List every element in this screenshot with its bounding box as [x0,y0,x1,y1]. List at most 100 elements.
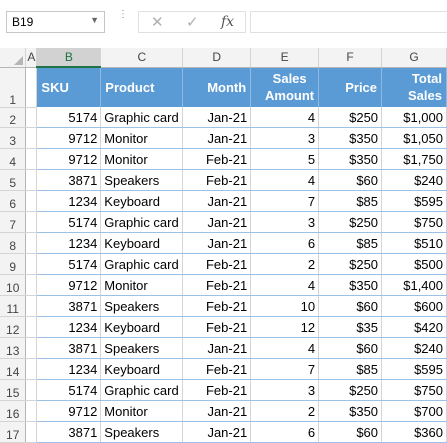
cell[interactable] [25,274,38,296]
cell-product[interactable]: Graphic card [100,253,184,275]
cell-month[interactable]: Feb-21 [182,253,252,275]
cell-total-sales[interactable]: $360 [381,421,447,443]
cell-month[interactable]: Feb-21 [182,148,252,170]
cell-price[interactable]: $60 [318,295,383,317]
cell-product[interactable]: Monitor [100,400,184,422]
column-header-g[interactable]: G [381,48,447,68]
row-header[interactable]: 16 [0,400,27,422]
cell-price[interactable]: $250 [318,211,383,233]
cell-total-sales[interactable]: $420 [381,316,447,338]
cell[interactable] [25,337,38,359]
cell-sku[interactable]: 5174 [36,211,102,233]
row-header[interactable]: 15 [0,379,27,401]
row-header[interactable]: 10 [0,274,27,296]
cell[interactable] [25,169,38,191]
cell-month[interactable]: Jan-21 [182,400,252,422]
cell-month[interactable]: Feb-21 [182,169,252,191]
cell-product[interactable]: Speakers [100,421,184,443]
cell-sku[interactable]: 9712 [36,127,102,149]
cell-price[interactable]: $60 [318,169,383,191]
name-box[interactable]: B19 ▼ [6,11,105,33]
cell[interactable] [25,190,38,212]
cell-product[interactable]: Graphic card [100,379,184,401]
cell-price[interactable]: $60 [318,337,383,359]
cell-sku[interactable]: 9712 [36,274,102,296]
cell-price[interactable]: $350 [318,400,383,422]
cell-month[interactable]: Jan-21 [182,107,252,128]
cell-total-sales[interactable]: $595 [381,358,447,380]
cell-price[interactable]: $85 [318,232,383,254]
cell-price[interactable]: $85 [318,190,383,212]
cell-sku[interactable]: 5174 [36,253,102,275]
insert-function-icon[interactable]: fx [221,14,235,30]
cell-sku[interactable]: 5174 [36,379,102,401]
cell-total-sales[interactable]: $750 [381,379,447,401]
cell-product[interactable]: Speakers [100,169,184,191]
cell-product[interactable]: Graphic card [100,107,184,128]
cell-product[interactable]: Keyboard [100,190,184,212]
cell-sku[interactable]: 1234 [36,316,102,338]
cell-sku[interactable]: 3871 [36,295,102,317]
cell-sales-amount[interactable]: 2 [250,400,320,422]
cell-month[interactable]: Jan-21 [182,337,252,359]
cell-total-sales[interactable]: $595 [381,190,447,212]
row-header[interactable]: 1 [0,67,27,108]
cell-month[interactable]: Jan-21 [182,211,252,233]
cell-month[interactable]: Feb-21 [182,274,252,296]
row-header[interactable]: 4 [0,148,27,170]
cell-sku[interactable]: 3871 [36,337,102,359]
cell-price[interactable]: $85 [318,358,383,380]
cell-total-sales[interactable]: $1,050 [381,127,447,149]
cell-month[interactable]: Feb-21 [182,379,252,401]
cell-product[interactable]: Keyboard [100,232,184,254]
row-header[interactable]: 9 [0,253,27,275]
cell-sku[interactable]: 5174 [36,107,102,128]
cell-price[interactable]: $250 [318,253,383,275]
cell-price[interactable]: $350 [318,274,383,296]
cell[interactable] [25,253,38,275]
check-icon[interactable]: ✓ [186,14,199,31]
column-header-d[interactable]: D [182,48,252,68]
cell-total-sales[interactable]: $700 [381,400,447,422]
row-header[interactable]: 7 [0,211,27,233]
row-header[interactable]: 12 [0,316,27,338]
cell-sku[interactable]: 1234 [36,190,102,212]
cell-sku[interactable]: 1234 [36,358,102,380]
row-header[interactable]: 11 [0,295,27,317]
cell[interactable] [25,316,38,338]
cell[interactable] [25,127,38,149]
cell-sales-amount[interactable]: 7 [250,358,320,380]
cell-sales-amount[interactable]: 4 [250,107,320,128]
cell-month[interactable]: Feb-21 [182,316,252,338]
cell-sales-amount[interactable]: 3 [250,379,320,401]
cell-month[interactable]: Jan-21 [182,232,252,254]
cell[interactable] [25,379,38,401]
header-sku[interactable]: SKU [36,67,102,107]
cell-price[interactable]: $60 [318,421,383,443]
cell-total-sales[interactable]: $1,400 [381,274,447,296]
row-header[interactable]: 2 [0,107,27,128]
cell-total-sales[interactable]: $240 [381,169,447,191]
cell-sales-amount[interactable]: 12 [250,316,320,338]
cell-sales-amount[interactable]: 6 [250,232,320,254]
cell-total-sales[interactable]: $1,000 [381,107,447,128]
cell-price[interactable]: $350 [318,127,383,149]
cell[interactable] [25,148,38,170]
cell-sales-amount[interactable]: 10 [250,295,320,317]
cell-price[interactable]: $35 [318,316,383,338]
cell-price[interactable]: $250 [318,107,383,128]
cell-product[interactable]: Monitor [100,127,184,149]
cell[interactable] [25,211,38,233]
row-header[interactable]: 17 [0,421,27,443]
cell-sales-amount[interactable]: 3 [250,127,320,149]
cell[interactable] [25,358,38,380]
cell-product[interactable]: Monitor [100,274,184,296]
cell-month[interactable]: Jan-21 [182,421,252,443]
cell[interactable] [25,107,38,128]
cell-total-sales[interactable]: $240 [381,337,447,359]
row-header[interactable]: 13 [0,337,27,359]
row-header[interactable]: 8 [0,232,27,254]
column-header-c[interactable]: C [100,48,184,68]
cell-price[interactable]: $250 [318,379,383,401]
header-product[interactable]: Product [100,67,184,107]
